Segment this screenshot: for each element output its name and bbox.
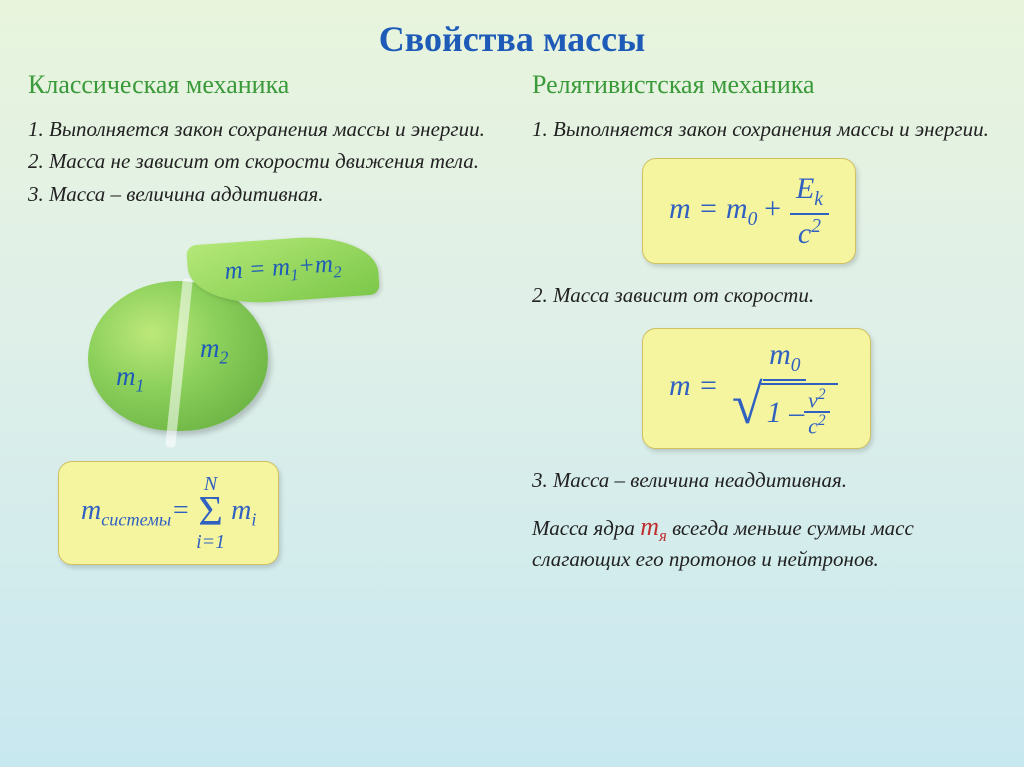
- sum-right: mi: [231, 495, 256, 531]
- page-title: Свойства массы: [0, 0, 1024, 60]
- columns: Классическая механика 1. Выполняется зак…: [0, 70, 1024, 579]
- right-p4: Масса ядра mя всегда меньше суммы масс с…: [532, 511, 996, 573]
- right-p2: 2. Масса зависит от скорости.: [532, 282, 996, 308]
- f1-fraction: Ek c2: [790, 173, 829, 249]
- sum-formula-box: mсистемы= N Σ i=1 mi: [58, 461, 279, 565]
- right-p1: 1. Выполняется закон сохранения массы и …: [532, 116, 996, 142]
- left-p3: 3. Масса – величина аддитивная.: [28, 181, 492, 207]
- nucleus-mass-symbol: mя: [640, 512, 667, 541]
- apple-illustration: m = m1+m2 m1 m2: [68, 221, 368, 431]
- f2-left: m =: [669, 370, 726, 403]
- left-column: Классическая механика 1. Выполняется зак…: [28, 70, 512, 579]
- m2-label: m2: [200, 333, 228, 368]
- m1-label: m1: [116, 361, 144, 396]
- right-column: Релятивистская механика 1. Выполняется з…: [512, 70, 996, 579]
- right-p3: 3. Масса – величина неаддитивная.: [532, 467, 996, 493]
- right-heading: Релятивистская механика: [532, 70, 996, 100]
- left-heading: Классическая механика: [28, 70, 492, 100]
- square-root-icon: √ 1 – v2 c2: [732, 383, 838, 438]
- apple-body-icon: [88, 281, 268, 431]
- relativistic-mass-formula-box: m = m0 √ 1 – v2 c2: [642, 328, 871, 448]
- v2c2-fraction: v2 c2: [804, 387, 829, 438]
- sigma-icon: N Σ i=1: [196, 474, 225, 552]
- f1-left: m = m0 +: [669, 192, 790, 225]
- sum-left: mсистемы=: [81, 495, 190, 531]
- left-p2: 2. Масса не зависит от скорости движения…: [28, 148, 492, 174]
- left-p1: 1. Выполняется закон сохранения массы и …: [28, 116, 492, 142]
- f2-fraction: m0 √ 1 – v2 c2: [726, 339, 844, 437]
- mass-energy-formula-box: m = m0 + Ek c2: [642, 158, 856, 264]
- leaf-formula: m = m1+m2: [224, 250, 343, 290]
